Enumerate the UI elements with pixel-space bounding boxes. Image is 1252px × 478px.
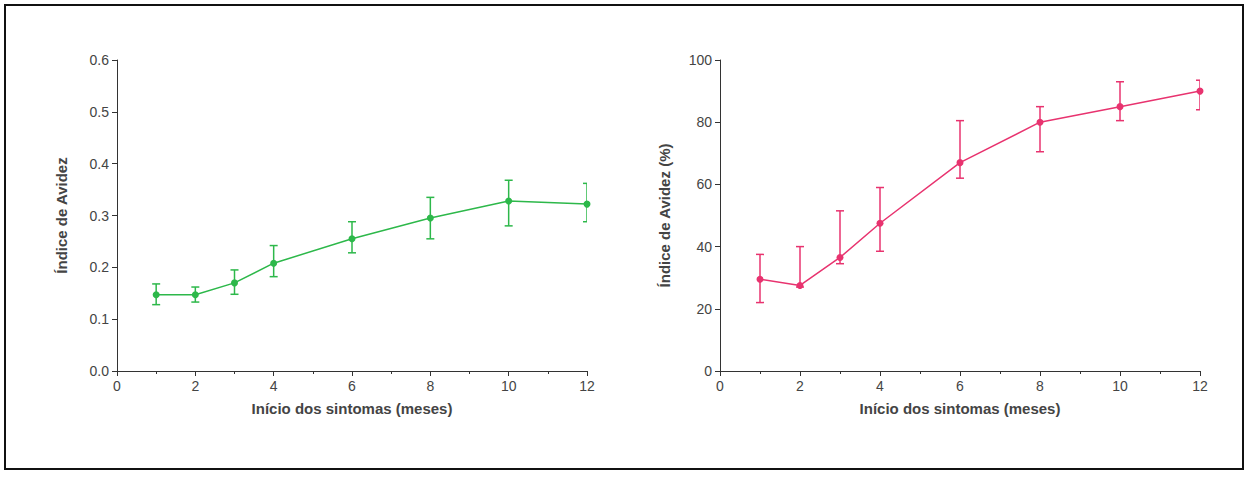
svg-text:8: 8 [426,378,434,394]
svg-text:0.0: 0.0 [90,363,110,379]
svg-text:0.2: 0.2 [90,259,110,275]
svg-text:12: 12 [579,378,595,394]
svg-text:Índice de Avidez (%): Índice de Avidez (%) [656,144,673,288]
svg-text:0.4: 0.4 [90,156,110,172]
svg-text:0: 0 [113,378,121,394]
svg-text:10: 10 [501,378,517,394]
svg-text:60: 60 [696,176,712,192]
svg-text:100: 100 [689,52,713,68]
svg-text:4: 4 [270,378,278,394]
svg-text:6: 6 [348,378,356,394]
svg-text:4: 4 [876,378,884,394]
svg-text:80: 80 [696,114,712,130]
svg-text:2: 2 [191,378,199,394]
svg-text:8: 8 [1036,378,1044,394]
svg-text:40: 40 [696,239,712,255]
svg-text:0.6: 0.6 [90,52,110,68]
svg-text:Índice de Avidez: Índice de Avidez [53,157,70,273]
svg-text:0.1: 0.1 [90,311,110,327]
svg-text:12: 12 [1192,378,1208,394]
svg-text:2: 2 [796,378,804,394]
svg-text:0: 0 [704,363,712,379]
svg-text:Início dos sintomas (meses): Início dos sintomas (meses) [252,400,453,417]
svg-text:0.3: 0.3 [90,208,110,224]
svg-text:Início dos sintomas (meses): Início dos sintomas (meses) [860,400,1061,417]
svg-text:0: 0 [716,378,724,394]
svg-text:10: 10 [1112,378,1128,394]
svg-text:0.5: 0.5 [90,104,110,120]
svg-text:20: 20 [696,301,712,317]
svg-text:6: 6 [956,378,964,394]
